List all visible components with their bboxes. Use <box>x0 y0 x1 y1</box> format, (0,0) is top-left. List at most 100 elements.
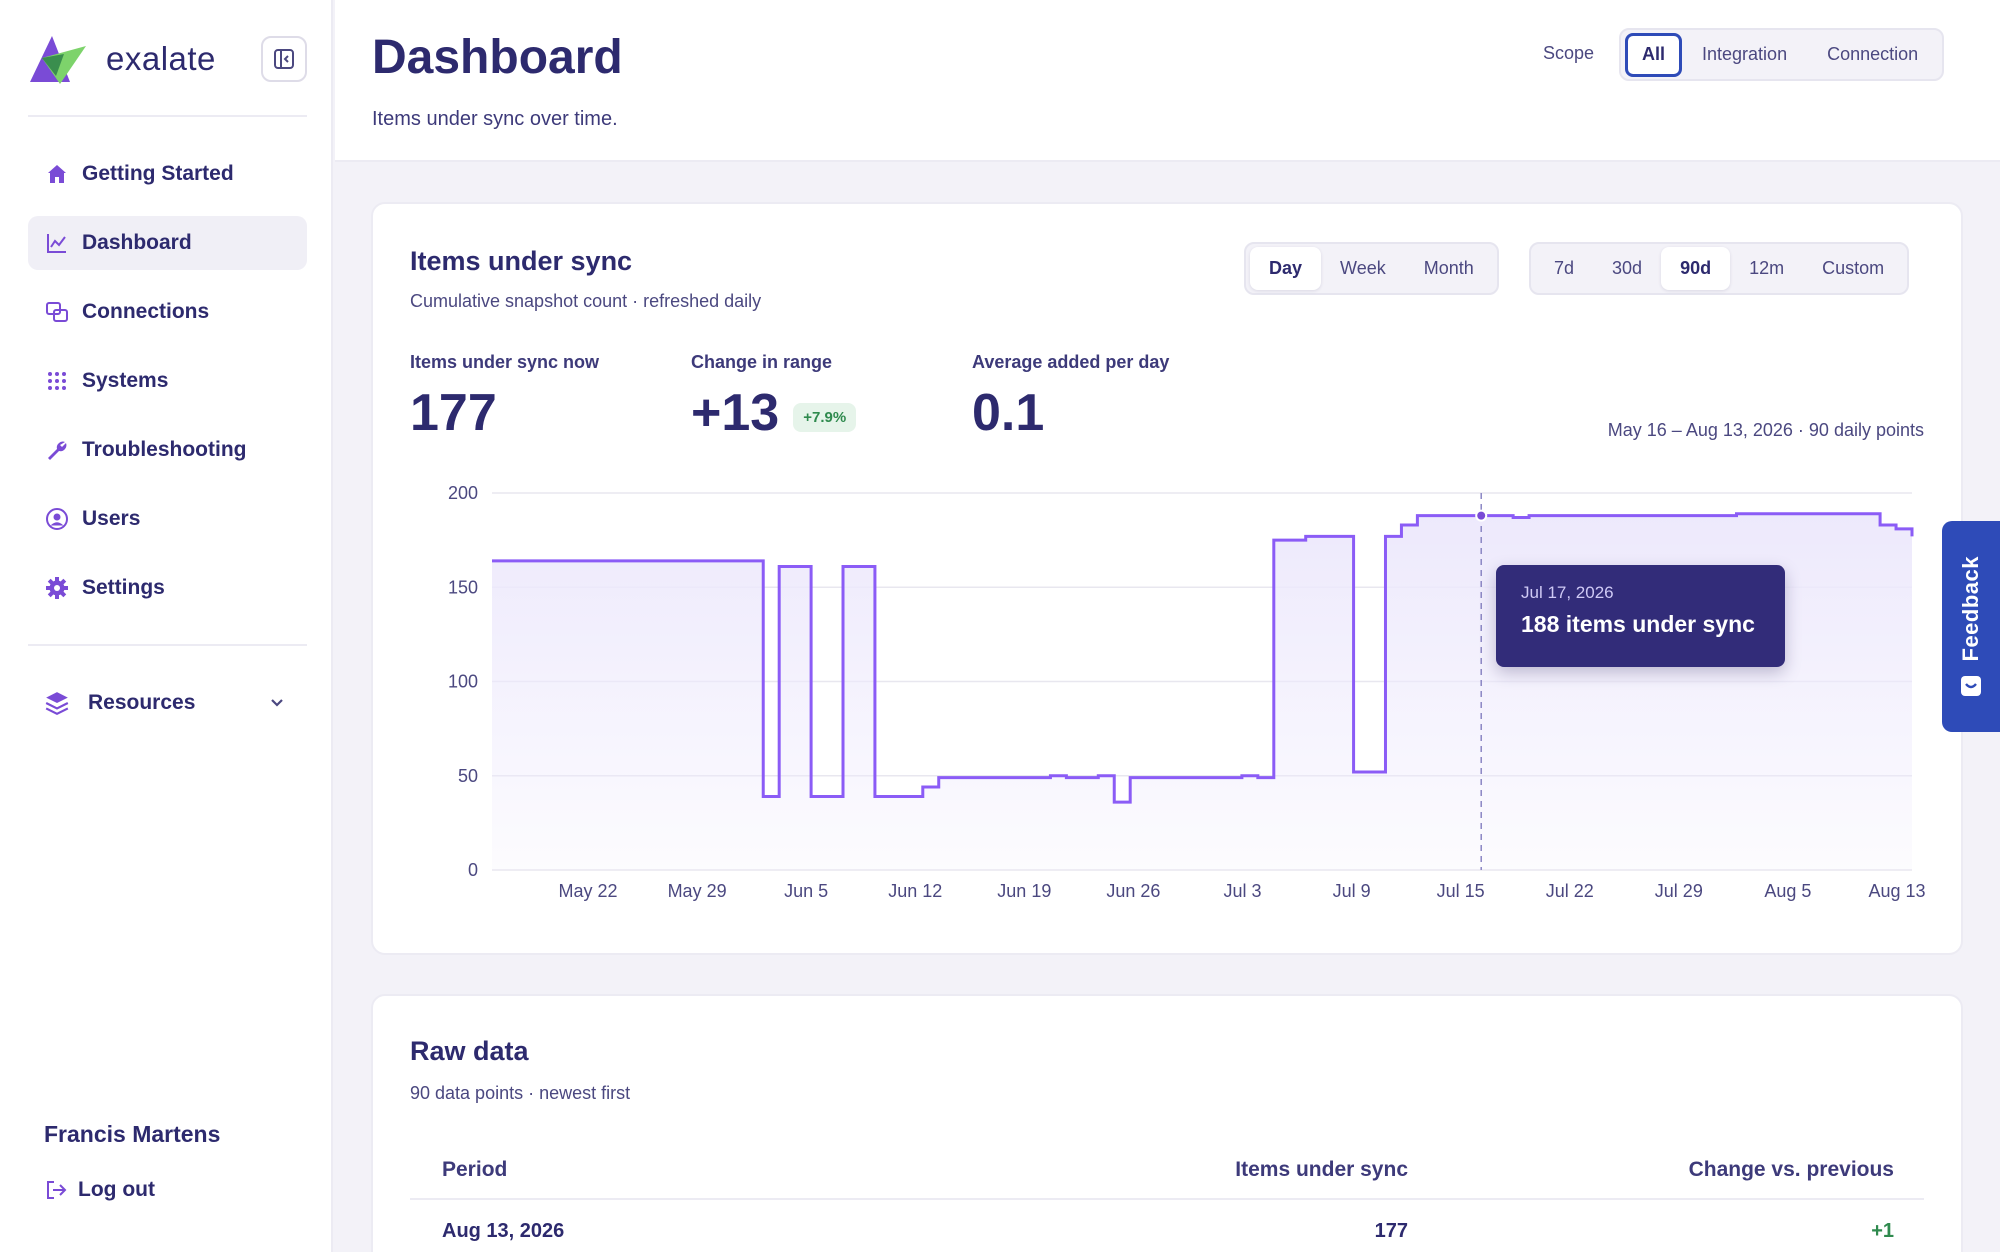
logout-button[interactable]: Log out <box>44 1178 155 1202</box>
change-percent-badge: +7.9% <box>793 402 857 432</box>
table-header: Period Items under sync Change vs. previ… <box>410 1144 1924 1200</box>
kpi-label: Items under sync now <box>410 352 600 372</box>
sidebar-item-label: Settings <box>82 576 165 599</box>
logout-icon <box>47 1181 67 1199</box>
chart-card-title: Items under sync <box>410 246 633 276</box>
feedback-tab[interactable]: Feedback <box>1942 521 2000 732</box>
kpi-label: Average added per day <box>972 352 1170 372</box>
sidebar-item-dashboard[interactable]: Dashboard <box>28 216 307 270</box>
granularity-week[interactable]: Week <box>1340 258 1386 278</box>
x-tick-label: Jun 26 <box>1106 881 1160 901</box>
raw-data-title: Raw data <box>410 1036 529 1066</box>
kpi-value-text: 177 <box>410 384 497 442</box>
raw-data-subtitle: 90 data points · newest first <box>410 1083 631 1103</box>
sidebar-item-users[interactable]: Users <box>28 492 307 546</box>
home-icon <box>44 161 70 187</box>
sidebar-item-troubleshooting[interactable]: Troubleshooting <box>28 423 307 477</box>
range-custom[interactable]: Custom <box>1822 258 1885 278</box>
collapse-sidebar-button[interactable] <box>261 36 307 82</box>
y-tick-label: 50 <box>458 766 478 786</box>
sidebar: exalate Getting Started Dashboard Connec… <box>0 0 333 1252</box>
range-selector: 7d 30d 90d 12m Custom <box>1529 242 1910 295</box>
granularity-month[interactable]: Month <box>1423 258 1474 278</box>
scope-option-all[interactable]: All <box>1625 32 1683 77</box>
x-tick-label: Jul 9 <box>1333 881 1371 901</box>
series-line <box>492 512 1914 804</box>
granularity-day[interactable]: Day <box>1250 247 1322 290</box>
connections-icon <box>44 299 70 325</box>
x-tick-label: Jun 5 <box>784 881 828 901</box>
column-header-items[interactable]: Items under sync <box>1235 1158 1408 1181</box>
exalate-logo-icon <box>30 36 86 84</box>
sidebar-item-settings[interactable]: Settings <box>28 561 307 615</box>
chart-line-icon <box>44 230 70 256</box>
raw-data-card: Raw data 90 data points · newest first P… <box>371 994 1963 1252</box>
x-tick-label: Jun 19 <box>997 881 1051 901</box>
sidebar-item-label: Systems <box>82 369 169 392</box>
kpi-change-in-range: Change in range +13 +7.9% <box>691 352 857 443</box>
brand[interactable]: exalate <box>28 32 216 86</box>
scope-option-connection[interactable]: Connection <box>1827 44 1919 64</box>
tooltip-date: Jul 17, 2026 <box>1521 583 1614 602</box>
cell-change: +1 <box>1871 1220 1894 1242</box>
column-header-change[interactable]: Change vs. previous <box>1688 1158 1894 1181</box>
layers-icon <box>44 690 70 716</box>
sidebar-toggle-icon <box>274 49 294 69</box>
page-subtitle: Items under sync over time. <box>372 108 618 130</box>
sidebar-item-label: Users <box>82 507 141 530</box>
y-tick-label: 100 <box>448 672 478 692</box>
wrench-icon <box>44 437 70 463</box>
page-header: Dashboard Items under sync over time. Sc… <box>335 0 2000 162</box>
granularity-selector: Day Week Month <box>1244 242 1499 295</box>
cell-period: Aug 13, 2026 <box>442 1220 565 1242</box>
x-tick-label: Aug 13 <box>1868 881 1925 901</box>
user-circle-icon <box>44 506 70 532</box>
feedback-label: Feedback <box>1958 555 1983 662</box>
kpi-value: 177 <box>410 383 599 443</box>
kpi-value: 0.1 <box>972 383 1169 443</box>
sidebar-item-systems[interactable]: Systems <box>28 354 307 408</box>
x-tick-label: May 22 <box>558 881 617 901</box>
chart-tooltip: Jul 17, 2026 188 items under sync <box>1496 565 1785 667</box>
column-header-period[interactable]: Period <box>442 1158 508 1181</box>
brand-name: exalate <box>106 40 216 77</box>
items-under-sync-chart[interactable]: 0 50 100 150 200 May 22 May 29 Jun 5 Jun 12 Jun 1… <box>0 0 2000 960</box>
kpi-value-text: +13 <box>691 384 780 442</box>
kpi-value-text: 0.1 <box>972 384 1045 442</box>
sidebar-item-label: Resources <box>88 691 196 714</box>
tooltip-value: 188 items under sync <box>1521 611 1755 637</box>
sidebar-item-resources[interactable]: Resources <box>28 676 307 730</box>
kpi-value: +13 +7.9% <box>691 383 857 443</box>
x-tick-label: Jul 3 <box>1223 881 1261 901</box>
sidebar-divider <box>28 115 307 117</box>
sidebar-item-getting-started[interactable]: Getting Started <box>28 147 307 201</box>
sidebar-item-label: Connections <box>82 300 210 323</box>
sidebar-item-label: Getting Started <box>82 162 234 185</box>
x-tick-label: Jul 22 <box>1546 881 1594 901</box>
scope-selector: All Integration Connection <box>1619 28 1945 81</box>
scope-option-integration[interactable]: Integration <box>1702 44 1788 64</box>
sidebar-item-connections[interactable]: Connections <box>28 285 307 339</box>
cell-items: 177 <box>1374 1220 1408 1242</box>
range-30d[interactable]: 30d <box>1612 258 1643 278</box>
range-note: May 16 – Aug 13, 2026 · 90 daily points <box>1607 420 1924 440</box>
range-12m[interactable]: 12m <box>1749 258 1785 278</box>
kpi-average-per-day: Average added per day 0.1 <box>972 352 1169 443</box>
feedback-smile-icon <box>1961 676 1981 697</box>
range-7d[interactable]: 7d <box>1554 258 1575 278</box>
hover-point <box>1475 509 1488 522</box>
range-90d[interactable]: 90d <box>1661 247 1731 290</box>
sidebar-divider <box>28 644 307 646</box>
y-tick-label: 150 <box>448 577 478 597</box>
x-tick-label: Jul 15 <box>1437 881 1485 901</box>
grid-dots-icon <box>44 368 70 394</box>
scope-label: Scope <box>1543 43 1595 63</box>
x-tick-label: May 29 <box>668 881 727 901</box>
y-tick-label: 200 <box>448 483 478 503</box>
logout-label: Log out <box>78 1178 155 1201</box>
kpi-items-now: Items under sync now 177 <box>410 352 599 443</box>
kpi-label: Change in range <box>691 352 833 372</box>
gear-icon <box>44 575 70 601</box>
x-tick-label: Jun 12 <box>888 881 942 901</box>
sidebar-item-label: Dashboard <box>82 231 192 254</box>
